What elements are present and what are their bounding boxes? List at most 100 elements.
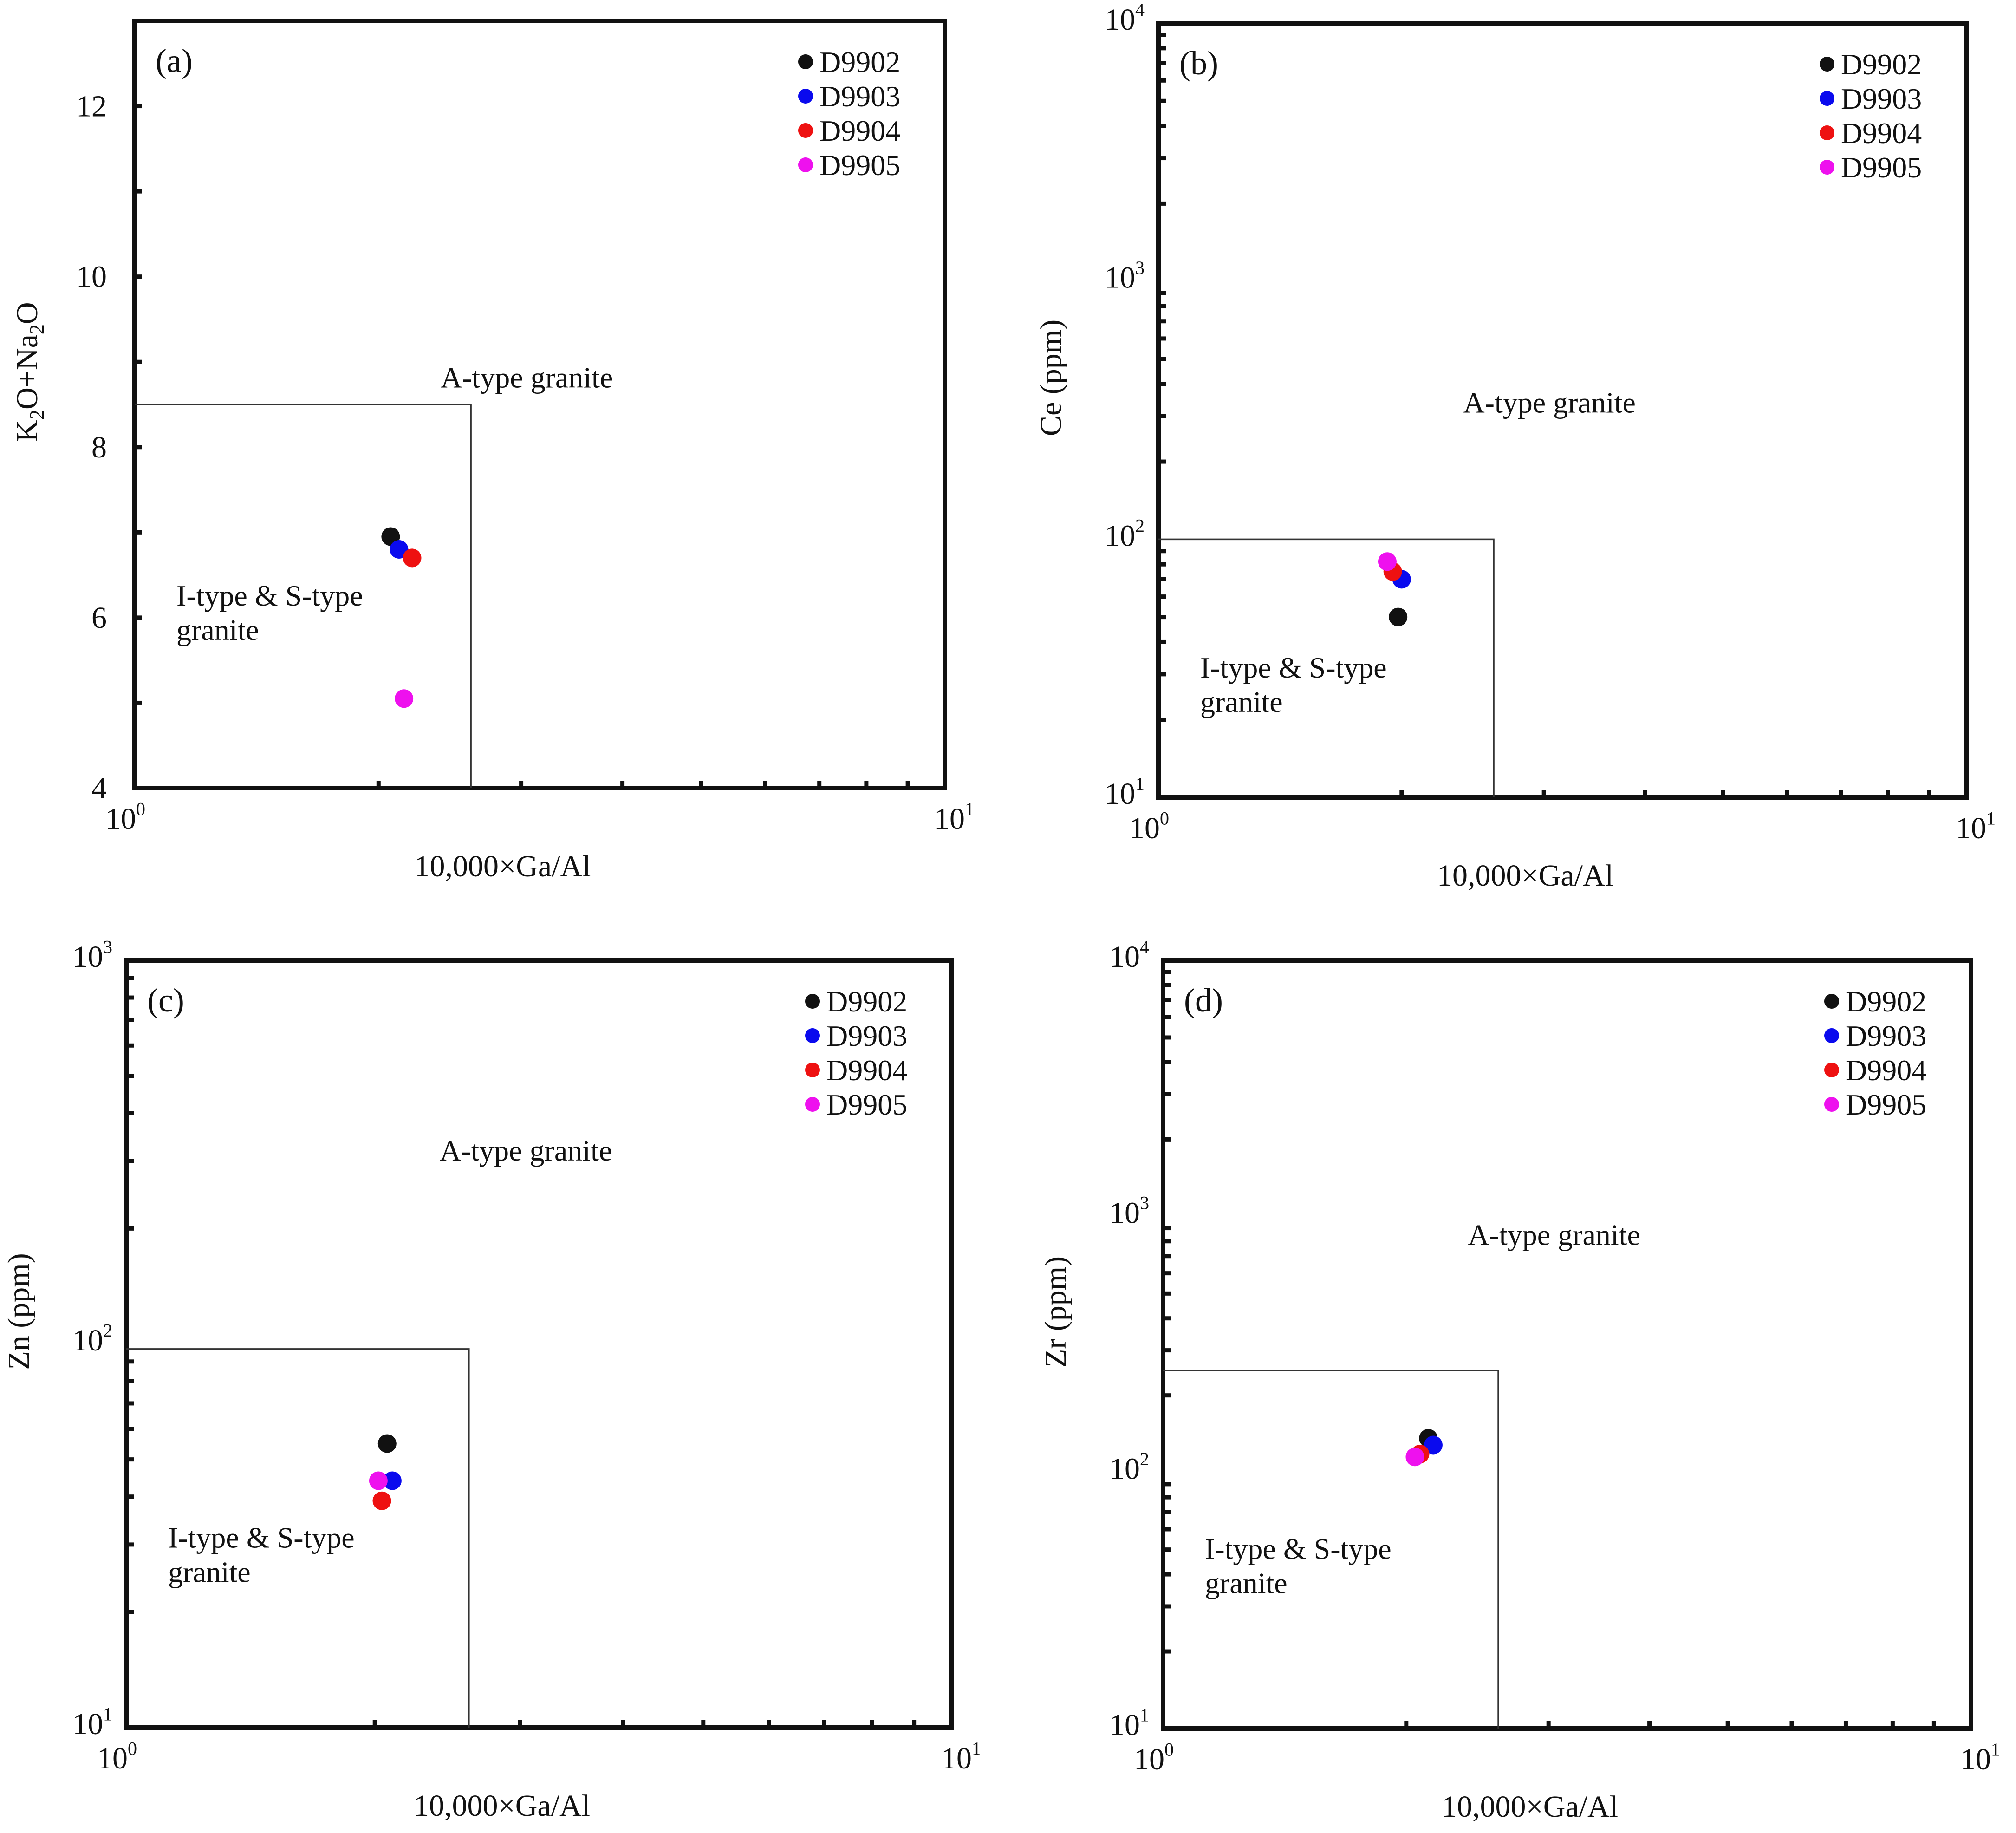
data-point-D9905 [1378,552,1397,571]
x-tick-label: 101 [941,1738,981,1775]
legend-label-D9905: D9905 [826,1088,907,1121]
plot-frame [124,958,954,1730]
x-tick-label-exponent: 0 [1164,1739,1174,1760]
y-tick-label-exponent: 3 [1140,1193,1149,1213]
is-type-label-line1: I-type & S-type [1200,651,1387,684]
data-point-D9905 [1405,1448,1424,1467]
legend-marker-D9905 [1820,160,1834,175]
x-tick-label: 100 [1134,1739,1174,1776]
y-tick-label: 101 [1109,1704,1149,1742]
is-type-label-line1: I-type & S-type [176,579,363,612]
x-tick-label-base: 10 [1956,811,1986,845]
y-axis-label: Zr (ppm) [1039,1256,1073,1368]
y-tick-label-exponent: 2 [1135,515,1145,536]
x-axis-label: 10,000×Ga/Al [414,1789,590,1823]
legend-marker-D9902 [805,994,820,1009]
field-boundary [1163,1370,1499,1729]
y-tick-label: 104 [1105,0,1145,37]
legend-label-D9903: D9903 [819,80,900,113]
legend-marker-D9903 [798,89,813,104]
x-tick-label-base: 10 [934,802,965,836]
legend-label-D9904: D9904 [1841,117,1922,150]
field-boundary [126,1348,470,1728]
legend-marker-D9904 [1820,125,1834,140]
x-tick-label-base: 10 [1960,1742,1991,1776]
legend-label-D9902: D9902 [819,46,900,78]
y-tick-label-base: 10 [1105,777,1135,811]
field-boundary [135,404,472,788]
data-point-D9902 [1389,607,1408,626]
legend-label-D9904: D9904 [819,114,900,147]
y-tick-label: 104 [1109,936,1149,974]
y-tick-label: 101 [72,1703,112,1741]
legend-label-D9905: D9905 [1841,151,1922,184]
panel-label: (a) [156,42,193,79]
x-axis-label: 10,000×Ga/Al [414,849,591,883]
label-text: K [10,420,44,442]
y-tick-label-exponent: 2 [1140,1448,1149,1469]
y-tick-label-base: 10 [72,1324,103,1357]
is-type-label-line2: granite [1205,1567,1288,1600]
y-tick-label-base: 10 [1109,1452,1140,1486]
y-tick-label: 12 [76,90,107,124]
x-tick-label-exponent: 1 [1991,1739,2000,1760]
y-tick-label-exponent: 3 [103,936,112,957]
x-tick-label-base: 10 [1129,811,1160,845]
label-text: O [10,302,44,324]
legend-marker-D9905 [1824,1097,1839,1112]
x-tick-label: 101 [934,798,974,836]
x-axis-label: 10,000×Ga/Al [1442,1790,1618,1824]
legend-marker-D9902 [1820,57,1834,72]
x-tick-label: 101 [1960,1739,2000,1776]
legend-marker-D9903 [1824,1028,1839,1043]
y-tick-label-exponent: 1 [1135,773,1145,794]
y-tick-label: 4 [91,771,107,805]
legend-marker-D9902 [1824,994,1839,1009]
is-type-label-line1: I-type & S-type [168,1521,355,1554]
data-point-D9905 [395,689,414,708]
data-point-D9904 [403,548,422,568]
legend-marker-D9903 [805,1028,820,1043]
data-point-D9903 [1424,1435,1443,1455]
legend-label-D9903: D9903 [1841,82,1922,115]
legend-marker-D9902 [798,54,813,69]
panel-label: (b) [1179,45,1218,82]
y-tick-label: 103 [1109,1193,1149,1230]
y-tick-label: 102 [1109,1448,1149,1486]
legend-label-D9902: D9902 [1846,985,1926,1018]
legend-marker-D9905 [805,1097,820,1112]
legend-marker-D9903 [1820,91,1834,106]
x-tick-label-exponent: 1 [965,798,974,819]
legend-label-D9905: D9905 [1846,1088,1926,1121]
x-tick-label: 100 [97,1738,137,1775]
y-tick-label-base: 10 [72,1707,103,1741]
legend-label-D9904: D9904 [1846,1054,1926,1087]
legend-marker-D9904 [1824,1063,1839,1077]
subscript: 2 [26,410,48,420]
y-tick-label-base: 10 [1105,261,1135,295]
x-tick-label-base: 10 [97,1742,128,1775]
panel-label: (c) [147,982,184,1019]
legend-label-D9903: D9903 [826,1019,907,1052]
y-tick-label-base: 10 [1105,3,1135,37]
a-type-label: A-type granite [1463,386,1635,419]
y-axis-label: K2O+Na2O [10,302,48,442]
a-type-label: A-type granite [440,1134,612,1167]
y-tick-label-exponent: 1 [103,1703,112,1724]
x-tick-label-exponent: 0 [136,798,145,819]
y-tick-label-base: 10 [1109,940,1140,974]
y-tick-label: 101 [1105,773,1145,811]
y-tick-label-exponent: 4 [1135,0,1145,20]
y-tick-label: 6 [91,601,107,635]
y-tick-label-exponent: 4 [1140,936,1149,957]
x-tick-label: 100 [105,798,145,836]
y-tick-label: 102 [72,1320,112,1357]
x-tick-label-exponent: 0 [128,1738,137,1759]
y-tick-label: 10 [76,260,107,294]
legend-label-D9902: D9902 [826,985,907,1018]
y-axis-label: Zn (ppm) [2,1253,36,1370]
